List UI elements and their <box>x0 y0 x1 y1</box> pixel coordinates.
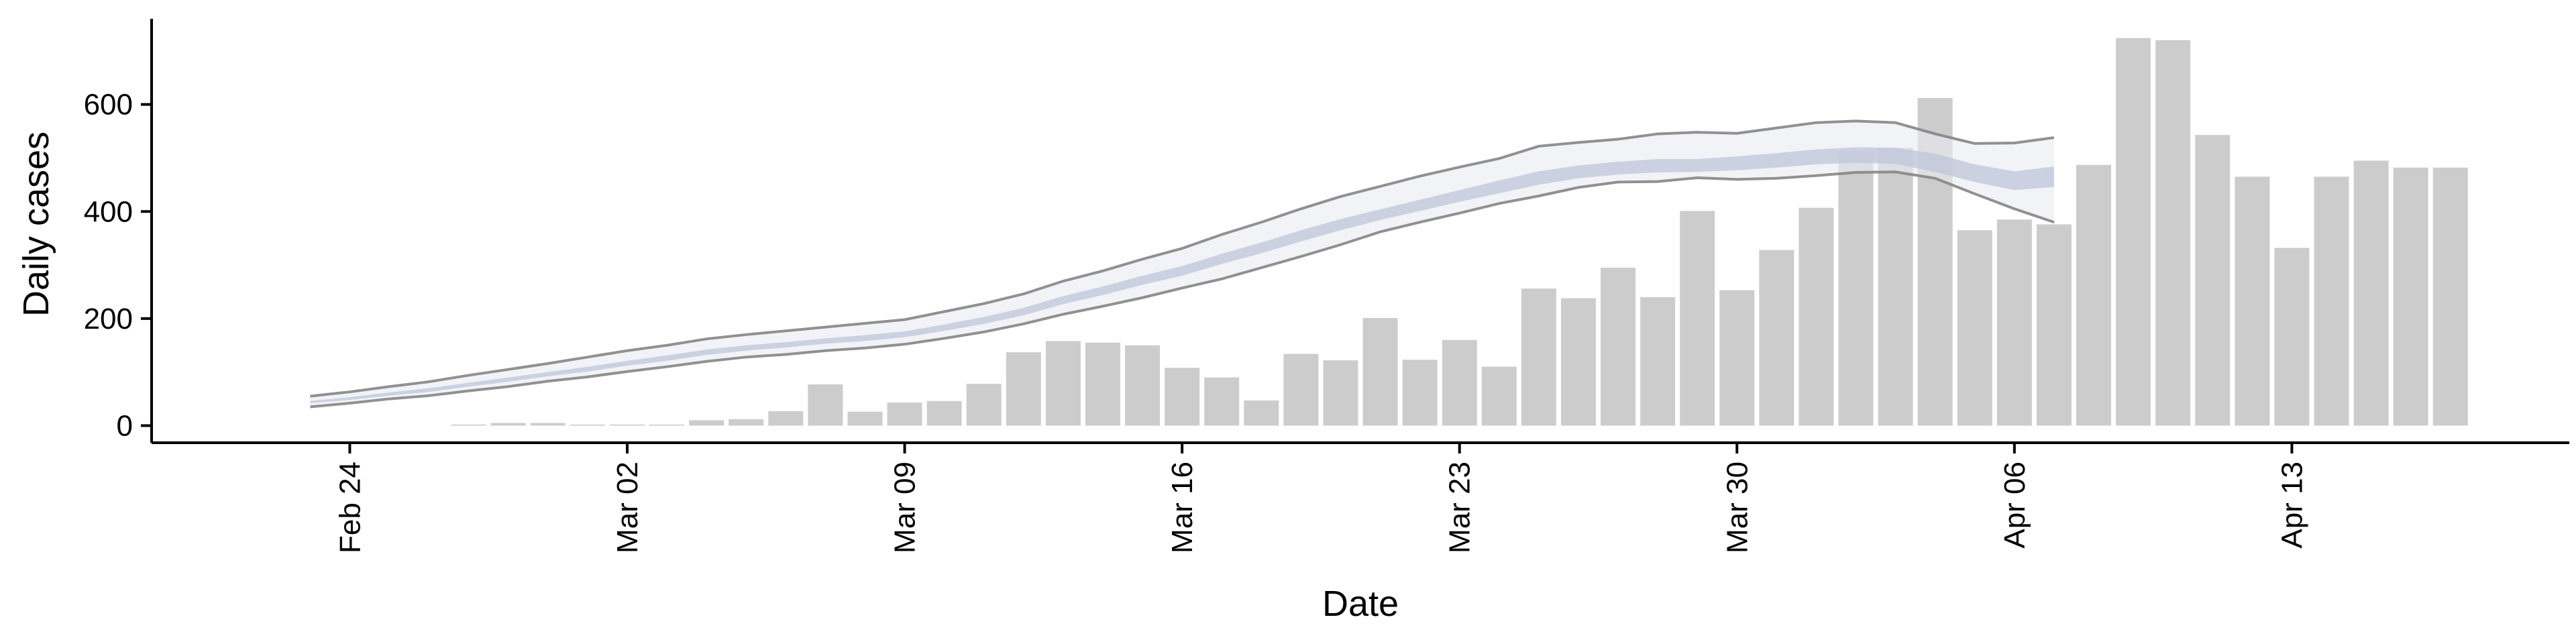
band-inner <box>310 147 2054 403</box>
y-tick-label: 0 <box>117 409 133 442</box>
bar-2020-04-12 <box>2235 176 2270 426</box>
bar-2020-03-13 <box>1045 341 1081 426</box>
bar-2020-04-03 <box>1878 148 1913 426</box>
bar-2020-04-14 <box>2314 176 2349 426</box>
band-layer <box>310 119 2055 409</box>
bar-2020-04-11 <box>2195 135 2231 426</box>
bar-2020-04-16 <box>2393 167 2428 426</box>
bar-2020-04-07 <box>2036 224 2072 426</box>
bar-2020-04-10 <box>2155 40 2191 426</box>
bar-2020-03-24 <box>1481 366 1517 426</box>
bar-2020-03-07 <box>808 384 843 426</box>
x-tick-label: Mar 23 <box>1444 462 1477 553</box>
bar-2020-03-16 <box>1165 368 1200 426</box>
x-tick-label: Apr 13 <box>2275 462 2308 549</box>
bar-2020-04-06 <box>1996 219 2032 426</box>
bar-2020-03-17 <box>1204 377 1240 426</box>
bar-2020-02-29 <box>530 423 566 426</box>
bar-2020-03-10 <box>926 400 962 426</box>
bar-2020-03-02 <box>609 424 645 426</box>
bar-2020-03-05 <box>729 419 764 426</box>
bar-2020-03-20 <box>1323 360 1358 426</box>
y-axis-title: Daily cases <box>16 131 56 317</box>
x-tick-label: Feb 24 <box>333 462 366 553</box>
bar-2020-03-08 <box>847 411 883 426</box>
x-tick-label: Mar 30 <box>1721 462 1754 553</box>
bar-2020-03-23 <box>1442 339 1477 426</box>
bar-2020-03-25 <box>1521 288 1556 426</box>
bar-2020-03-11 <box>966 384 1002 426</box>
y-tick-label: 600 <box>84 89 133 121</box>
bar-2020-03-15 <box>1125 345 1161 426</box>
bar-2020-04-09 <box>2116 38 2151 426</box>
bar-2020-04-05 <box>1957 230 1992 426</box>
bar-2020-03-09 <box>887 402 922 426</box>
band-upper-line <box>310 119 2055 398</box>
x-tick-label: Mar 16 <box>1166 462 1199 553</box>
bar-2020-02-28 <box>490 423 526 426</box>
y-tick-label: 400 <box>84 195 133 228</box>
bar-2020-03-12 <box>1006 352 1041 426</box>
x-tick-label: Mar 02 <box>611 462 644 553</box>
bar-2020-03-14 <box>1085 342 1120 426</box>
x-tick-label: Apr 06 <box>1998 462 2031 549</box>
bar-2020-03-01 <box>570 424 605 426</box>
bar-2020-03-19 <box>1283 354 1319 426</box>
x-axis-title: Date <box>1322 584 1399 624</box>
bar-2020-04-08 <box>2076 164 2112 426</box>
bar-2020-04-02 <box>1838 151 1874 426</box>
bar-2020-03-22 <box>1402 360 1438 426</box>
bar-2020-03-27 <box>1601 268 1636 426</box>
y-tick-label: 200 <box>84 303 133 335</box>
bar-2020-02-27 <box>451 424 486 426</box>
bar-2020-03-03 <box>649 424 685 426</box>
bar-2020-03-18 <box>1244 400 1279 426</box>
bar-2020-03-06 <box>768 411 804 426</box>
bar-2020-04-15 <box>2353 160 2389 426</box>
bars-layer <box>451 38 2468 426</box>
bar-2020-04-01 <box>1799 207 1834 426</box>
bar-2020-03-21 <box>1362 318 1398 426</box>
bar-2020-04-13 <box>2274 248 2310 426</box>
x-tick-label: Mar 09 <box>889 462 922 553</box>
ticks-layer: 0 200 400 600 Feb 24 Mar 02 Mar 09 Mar 16 Mar 23… <box>84 89 2309 553</box>
bar-2020-03-28 <box>1640 297 1676 426</box>
bar-2020-03-29 <box>1680 211 1715 426</box>
bar-2020-03-04 <box>689 420 724 426</box>
bar-2020-04-17 <box>2432 167 2468 426</box>
band-lower-line <box>310 170 2055 409</box>
bar-2020-03-31 <box>1759 250 1794 426</box>
bar-2020-03-30 <box>1719 290 1755 426</box>
axes <box>150 19 2569 444</box>
bar-2020-03-26 <box>1560 298 1596 426</box>
